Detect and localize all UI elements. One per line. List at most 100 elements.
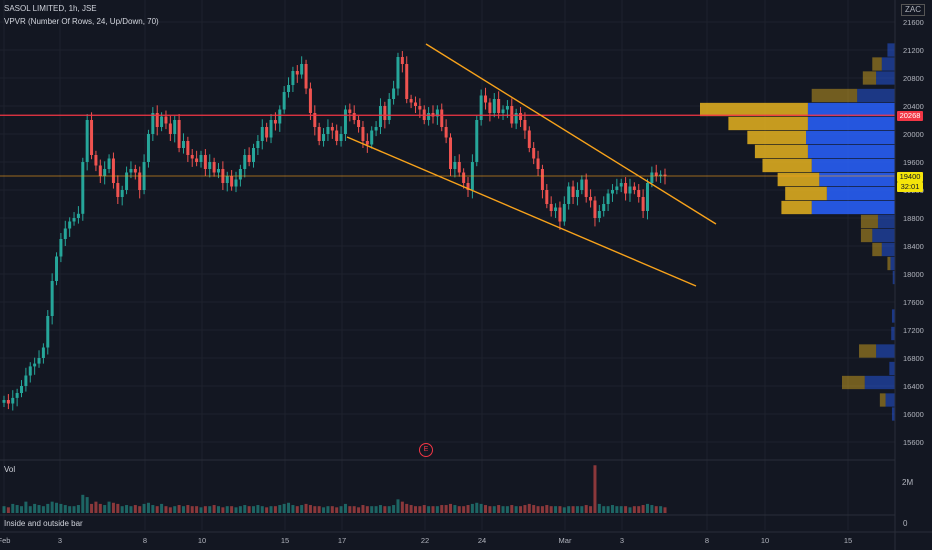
volume-bar xyxy=(361,505,365,513)
candle-body xyxy=(50,281,54,316)
volume-bar xyxy=(129,506,133,513)
upper-trend-line[interactable] xyxy=(425,43,717,225)
volume-bar xyxy=(273,506,277,513)
candle-body xyxy=(76,213,80,218)
volume-bar xyxy=(431,506,435,513)
volume-bar xyxy=(322,507,326,513)
volume-bar xyxy=(597,503,601,513)
candle-body xyxy=(440,109,444,127)
candle-body xyxy=(462,172,466,183)
candle-body xyxy=(81,162,85,214)
candle-body xyxy=(562,204,566,222)
volume-bar xyxy=(63,505,67,513)
volume-bar xyxy=(55,502,59,513)
volume-bar xyxy=(343,503,347,513)
vp-up-bar xyxy=(807,116,895,131)
lower-trend-line[interactable] xyxy=(346,136,697,287)
resistance-price-badge: 20268 xyxy=(897,111,923,121)
candle-body xyxy=(632,186,636,190)
volume-bar xyxy=(330,506,334,513)
volume-bar xyxy=(125,505,129,513)
vp-down-bar xyxy=(811,88,858,103)
vp-up-bar xyxy=(887,43,895,57)
volume-bar xyxy=(173,506,177,513)
chart-title: SASOL LIMITED, 1h, JSE xyxy=(4,4,97,13)
volume-bar xyxy=(15,505,19,513)
candle-body xyxy=(177,120,181,148)
earnings-marker[interactable]: E xyxy=(419,443,433,457)
candle-body xyxy=(155,113,159,127)
candle-body xyxy=(484,95,488,103)
candle-body xyxy=(252,148,256,162)
candle-body xyxy=(378,106,382,127)
volume-bar xyxy=(554,506,558,513)
vp-down-bar xyxy=(872,242,882,257)
candle-body xyxy=(37,358,41,364)
candle-body xyxy=(168,123,172,134)
trend-lines[interactable] xyxy=(0,43,895,287)
volume-bar xyxy=(562,507,566,513)
candle-body xyxy=(330,127,334,131)
candle-body xyxy=(199,155,203,162)
volume-bar xyxy=(6,507,10,513)
volume-bar xyxy=(2,506,6,513)
candle-body xyxy=(243,155,247,169)
volume-bar xyxy=(387,506,391,513)
volume-bar xyxy=(212,505,216,513)
vp-down-bar xyxy=(700,102,808,117)
candle-body xyxy=(357,120,361,127)
price-tick-label: 18800 xyxy=(903,214,924,223)
candle-body xyxy=(28,366,32,376)
vp-up-bar xyxy=(811,158,895,173)
candle-body xyxy=(365,141,369,145)
volume-bar xyxy=(575,506,579,513)
candle-body xyxy=(409,99,413,103)
candle-body xyxy=(295,71,299,75)
volume-bar xyxy=(116,503,120,513)
vp-down-bar xyxy=(862,71,877,85)
candle-body xyxy=(580,179,584,190)
volume-bar xyxy=(24,501,28,513)
volume-bar xyxy=(164,506,168,513)
vp-up-bar xyxy=(806,130,895,145)
candle-body xyxy=(571,186,575,197)
volume-bar xyxy=(107,501,111,513)
candle-body xyxy=(593,200,597,218)
candle-body xyxy=(589,197,593,201)
volume-bar xyxy=(168,507,172,513)
currency-label: ZAC xyxy=(901,4,925,16)
vp-up-bar xyxy=(807,144,895,159)
volume-bar xyxy=(20,506,24,513)
volume-bar xyxy=(138,506,142,513)
volume-bar xyxy=(50,501,54,513)
volume-bar xyxy=(177,505,181,513)
candle-body xyxy=(427,113,431,120)
price-tick-label: 16400 xyxy=(903,382,924,391)
candle-body xyxy=(225,176,229,183)
vp-up-bar xyxy=(807,102,895,117)
volume-bar xyxy=(610,505,614,513)
vp-up-bar xyxy=(864,375,895,390)
candle-body xyxy=(20,386,24,393)
volume-bar xyxy=(335,507,339,513)
vp-down-bar xyxy=(872,57,882,71)
indicator-legend[interactable]: VPVR (Number Of Rows, 24, Up/Down, 70) xyxy=(4,17,159,26)
candle-body xyxy=(348,109,352,113)
volume-bar xyxy=(247,506,251,513)
volume-bar xyxy=(536,506,540,513)
candle-body xyxy=(181,141,185,148)
price-tick-label: 20400 xyxy=(903,102,924,111)
volume-bar xyxy=(462,506,466,513)
candle-body xyxy=(540,169,544,190)
candle-body xyxy=(654,172,658,176)
candle-body xyxy=(361,127,365,141)
candle-body xyxy=(111,158,115,183)
volume-bar xyxy=(11,503,15,513)
volume-profile xyxy=(700,43,895,421)
candle-body xyxy=(234,179,238,187)
volume-bar xyxy=(584,505,588,513)
volume-bar xyxy=(659,506,663,513)
candle-body xyxy=(650,172,654,183)
candle-body xyxy=(190,155,194,159)
